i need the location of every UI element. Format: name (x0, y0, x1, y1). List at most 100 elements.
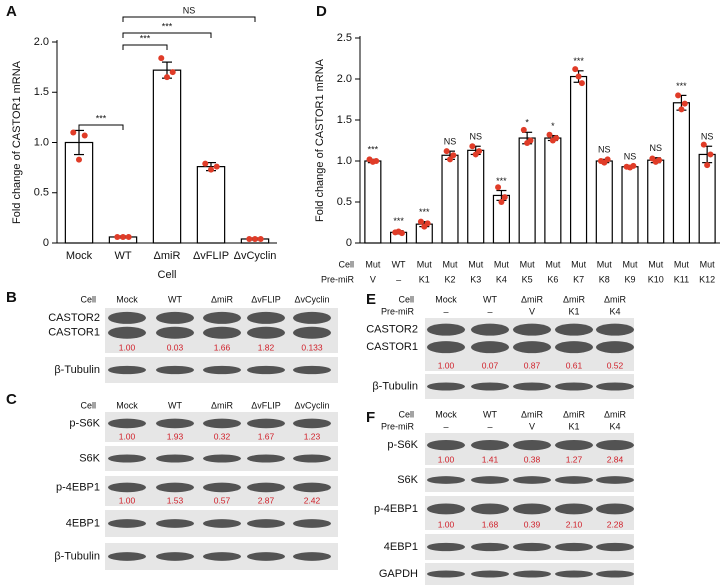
quantification: 1.00 (119, 342, 136, 352)
quantification: 0.52 (607, 360, 624, 370)
x-tick-label: Mut (468, 259, 484, 269)
significance-label: NS (444, 137, 457, 147)
x-tick-label: K3 (470, 274, 481, 284)
data-point (443, 148, 450, 155)
panel-label: D (316, 3, 327, 20)
band (247, 311, 285, 324)
data-point (70, 129, 77, 136)
data-point (501, 194, 508, 201)
y-tick-label: 1.5 (34, 86, 49, 98)
row-label: Cell (338, 259, 354, 269)
data-point (398, 230, 405, 237)
data-point (424, 220, 431, 227)
data-point (498, 199, 505, 205)
bar (152, 69, 182, 244)
lane-label: Mock (116, 294, 138, 304)
significance-label: * (525, 118, 529, 128)
quantification: 2.28 (607, 519, 624, 529)
significance-label: *** (162, 21, 173, 31)
bar (196, 166, 226, 244)
y-tick-label: 1.0 (34, 136, 49, 148)
lane-label: ΔmiR (563, 409, 586, 419)
significance-label: NS (469, 132, 482, 142)
quantification: 2.84 (607, 454, 624, 464)
band-label: CASTOR2 (366, 324, 418, 336)
header-label: Cell (398, 294, 414, 304)
x-tick-label: K9 (624, 274, 635, 284)
significance-bracket (122, 44, 168, 50)
lane-label: K4 (609, 306, 620, 316)
y-tick-label: 0.5 (337, 196, 352, 208)
band-label: p-S6K (387, 439, 418, 451)
x-tick-label: Mut (417, 259, 433, 269)
quantification: 1.82 (258, 342, 275, 352)
quantification: 0.87 (524, 360, 541, 370)
header-label: Cell (398, 409, 414, 419)
band (555, 542, 593, 552)
bar (518, 137, 536, 244)
band (293, 418, 331, 429)
data-point (656, 157, 663, 164)
band (156, 311, 194, 324)
y-tick-label: 2.5 (337, 32, 352, 44)
band (156, 552, 194, 561)
significance-bracket (78, 124, 124, 130)
x-tick-label: Mut (494, 259, 510, 269)
band (427, 570, 465, 578)
significance-label: *** (419, 207, 430, 217)
band-label: S6K (79, 452, 100, 464)
significance-label: NS (649, 143, 662, 153)
band-label: 4EBP1 (66, 517, 100, 529)
data-point (202, 160, 209, 167)
band (108, 326, 146, 339)
band (108, 418, 146, 429)
quantification: 1.67 (258, 431, 275, 441)
band-label: p-S6K (69, 417, 100, 429)
x-tick-label: K4 (496, 274, 507, 284)
data-point (164, 74, 170, 81)
band (513, 570, 551, 578)
lane-label: ΔvCyclin (294, 400, 329, 410)
bar (621, 166, 639, 244)
lane-label: ΔmiR (211, 294, 234, 304)
header-label: Pre-miR (381, 306, 414, 316)
band (293, 311, 331, 324)
y-axis-label: Fold change of CASTOR1 mRNA (11, 60, 23, 224)
band (471, 382, 509, 391)
band-label: GAPDH (379, 568, 418, 580)
band (555, 440, 593, 451)
band (203, 326, 241, 339)
x-tick-label: – (396, 274, 401, 284)
lane-label: ΔmiR (521, 409, 544, 419)
lane-label: ΔmiR (604, 409, 627, 419)
band (247, 418, 285, 429)
significance-label: NS (701, 132, 714, 142)
data-point (373, 158, 380, 164)
quantification: 2.42 (304, 495, 321, 505)
band-label: p-4EBP1 (374, 503, 418, 515)
header-label: Cell (80, 400, 96, 410)
lane-label: K1 (568, 306, 579, 316)
significance-label: * (551, 121, 555, 131)
x-tick-label: K5 (522, 274, 533, 284)
significance-bracket (122, 16, 256, 22)
quantification: 0.133 (301, 342, 323, 352)
bar (647, 159, 665, 244)
significance-label: NS (624, 151, 637, 161)
band (471, 570, 509, 578)
band (513, 382, 551, 391)
band (471, 323, 509, 336)
significance-label: *** (140, 33, 151, 43)
data-point (450, 152, 457, 159)
quantification: 1.68 (482, 519, 499, 529)
header-label: Cell (80, 294, 96, 304)
quantification: 1.23 (304, 431, 321, 441)
panel-label: F (366, 409, 375, 426)
x-tick-label: Mut (442, 259, 458, 269)
band-label: β-Tubulin (372, 380, 418, 392)
quantification: 1.93 (167, 431, 184, 441)
band (596, 323, 634, 336)
band (108, 365, 146, 375)
band (156, 519, 194, 528)
